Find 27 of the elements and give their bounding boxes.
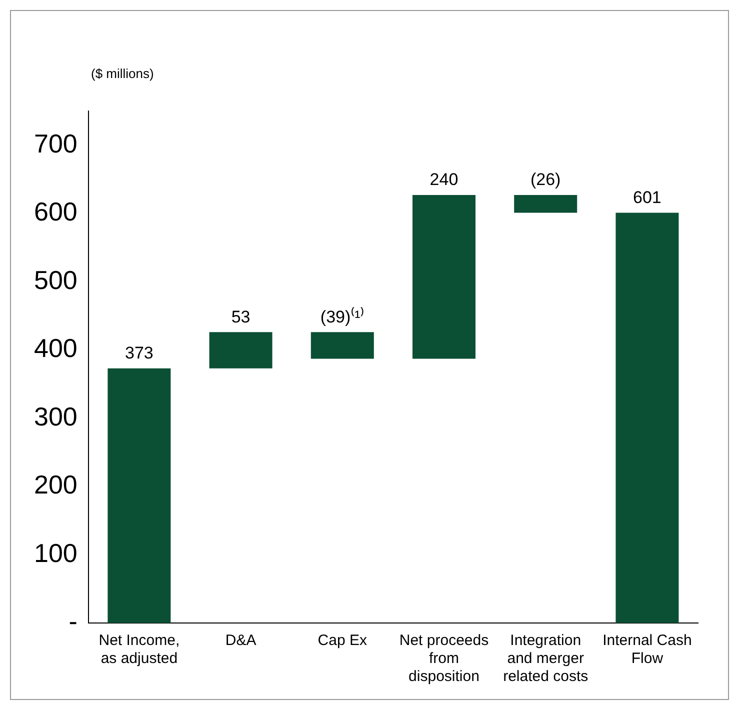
bar <box>514 194 578 213</box>
y-tick-label: 400 <box>34 333 78 364</box>
data-label: (26) <box>530 170 561 190</box>
x-tick-label: D&A <box>225 632 256 650</box>
data-label: 601 <box>633 188 662 207</box>
bar <box>616 212 679 623</box>
y-axis-title: ($ millions) <box>91 66 154 82</box>
data-label: 53 <box>231 307 250 326</box>
x-tick-label: Net proceeds from disposition <box>399 632 489 686</box>
y-tick-label: 500 <box>34 264 78 295</box>
y-tick-label: 700 <box>34 128 78 158</box>
x-tick-label: Internal Cash Flow <box>602 632 692 668</box>
y-tick-label: 600 <box>34 196 78 227</box>
bar <box>412 194 476 359</box>
y-tick-label: 100 <box>34 538 78 568</box>
x-tick-label: Cap Ex <box>318 632 368 650</box>
bar <box>310 332 374 359</box>
x-tick-label: Integration and merger related costs <box>503 632 588 686</box>
data-label: 373 <box>124 344 154 363</box>
y-tick-label: 200 <box>34 470 78 500</box>
x-tick-label: Net Income, as adjusted <box>98 632 180 668</box>
data-label: (39)⁽¹⁾ <box>320 306 364 326</box>
data-label: 240 <box>430 170 458 190</box>
y-tick-label: - <box>68 606 78 636</box>
bar <box>209 332 272 368</box>
bar <box>108 368 171 623</box>
y-tick-label: 300 <box>34 401 78 432</box>
